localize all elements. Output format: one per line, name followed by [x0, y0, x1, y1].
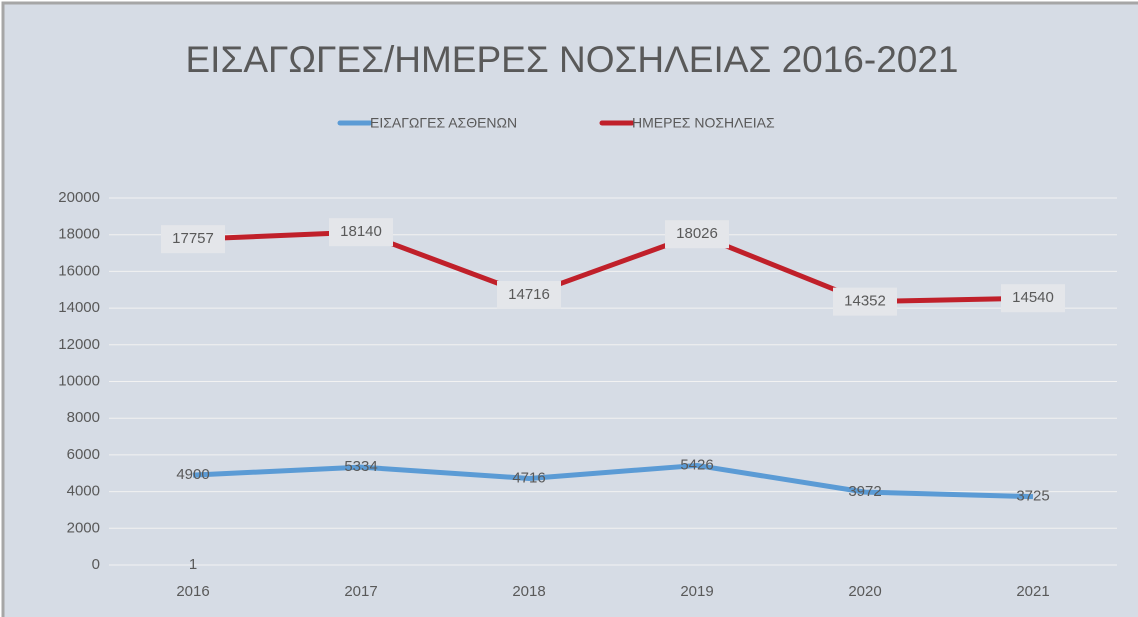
y-tick-label: 16000 [58, 262, 100, 279]
data-label-box [1001, 284, 1065, 313]
data-label-box [329, 218, 393, 247]
data-label-box [497, 280, 561, 309]
y-tick-label: 4000 [67, 483, 100, 500]
data-label: 18026 [676, 225, 718, 242]
x-tick-label: 2016 [176, 583, 209, 600]
data-label: 4716 [512, 469, 545, 486]
x-tick-label: 2020 [848, 583, 881, 600]
data-label: 17757 [172, 230, 214, 247]
y-tick-label: 20000 [58, 189, 100, 206]
data-label: 3972 [848, 483, 881, 500]
data-label: 3725 [1016, 488, 1049, 505]
data-label-box [833, 287, 897, 316]
series-line [192, 462, 1034, 500]
y-tick-label: 8000 [67, 409, 100, 426]
y-tick-label: 2000 [67, 519, 100, 536]
x-tick-label: 2018 [512, 583, 545, 600]
annotation: 1 [189, 556, 197, 573]
legend-label: ΕΙΣΑΓΩΓΕΣ ΑΣΘΕΝΩΝ [370, 115, 517, 131]
x-tick-label: 2017 [344, 583, 377, 600]
x-tick-label: 2019 [680, 583, 713, 600]
data-label: 18140 [340, 223, 382, 240]
data-label: 5426 [680, 456, 713, 473]
x-tick-label: 2021 [1016, 583, 1049, 600]
data-label: 14716 [508, 286, 550, 303]
chart-title: ΕΙΣΑΓΩΓΕΣ/ΗΜΕΡΕΣ ΝΟΣΗΛΕΙΑΣ 2016-2021 [185, 39, 958, 80]
y-tick-label: 10000 [58, 372, 100, 389]
y-tick-label: 12000 [58, 336, 100, 353]
y-tick-label: 0 [92, 556, 100, 573]
legend-label: ΗΜΕΡΕΣ ΝΟΣΗΛΕΙΑΣ [632, 115, 775, 131]
data-label: 4900 [176, 466, 209, 483]
data-label-box [665, 220, 729, 249]
data-label: 14540 [1012, 289, 1054, 306]
y-tick-label: 14000 [58, 299, 100, 316]
y-tick-label: 18000 [58, 226, 100, 243]
y-tick-label: 6000 [67, 446, 100, 463]
data-label: 14352 [844, 293, 886, 310]
data-label: 5334 [344, 458, 377, 475]
data-label-box [161, 225, 225, 254]
